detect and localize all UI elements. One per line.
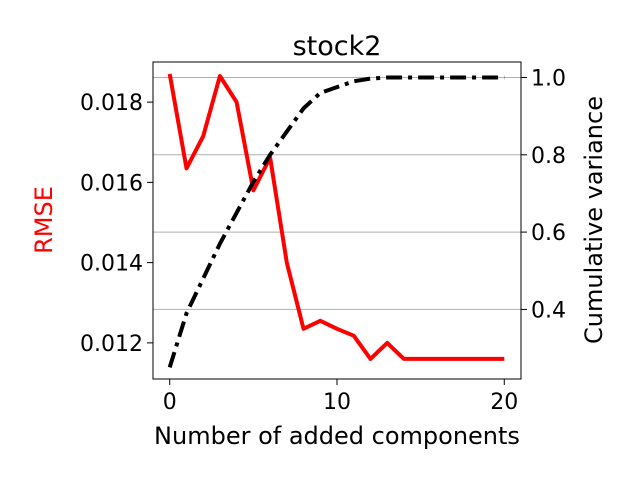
x-tick-label: 20 [490, 390, 518, 415]
ticks-layer: 0 10 20 0.012 0.014 0.016 0.018 0.4 0.6 0.8 1.0 [80, 66, 566, 415]
series-layer [167, 73, 505, 368]
y-left-tick-label: 0.018 [80, 91, 143, 116]
plot-frame [152, 61, 522, 380]
y-axis-label-left: RMSE [30, 186, 58, 254]
y-axis-label-right: Cumulative variance [580, 96, 608, 344]
y-left-tick-label: 0.016 [80, 171, 143, 196]
y-left-tick-label: 0.014 [80, 252, 143, 277]
y-right-tick-label: 0.4 [531, 298, 566, 323]
y-right-tick-label: 1.0 [531, 66, 566, 91]
x-tick-label: 0 [163, 390, 177, 415]
y-right-tick-label: 0.8 [531, 144, 566, 169]
y-right-tick-label: 0.6 [531, 221, 566, 246]
chart-title: stock2 [293, 31, 382, 62]
rmse-line [167, 73, 505, 361]
x-tick-label: 10 [323, 390, 351, 415]
cumulative-variance-line [167, 75, 505, 368]
y-left-tick-label: 0.012 [80, 332, 143, 357]
x-axis-label: Number of added components [154, 422, 520, 450]
